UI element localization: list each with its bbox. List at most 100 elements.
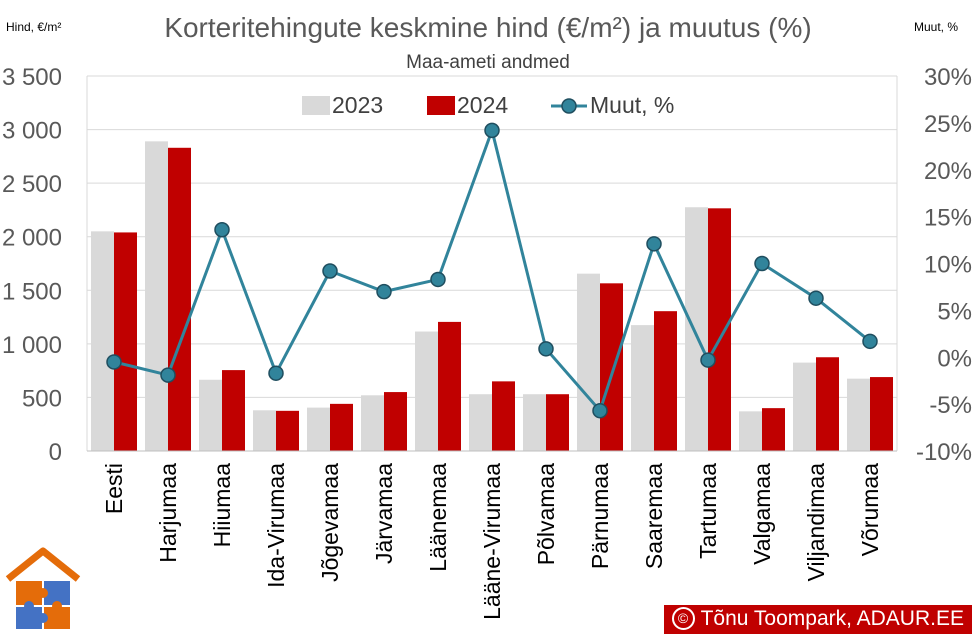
- x-tick-label: Viljandimaa: [803, 463, 829, 582]
- legend-swatch-2023: [302, 96, 330, 115]
- change-series-line: [113, 128, 871, 413]
- x-tick-label: Jõgevamaa: [317, 463, 343, 582]
- legend-label-2023: 2023: [332, 92, 384, 118]
- bar-2023: [91, 231, 114, 451]
- copyright-icon: ©: [671, 607, 695, 630]
- x-tick-label: Järvamaa: [371, 463, 397, 564]
- legend-change: Muut, %: [551, 92, 674, 119]
- credit-text: Tõnu Toompark, ADAUR.EE: [700, 607, 964, 630]
- bar-2024: [492, 381, 515, 451]
- x-tick-label: Hiiumaa: [209, 463, 235, 548]
- left-axis-label: Hind, €/m²: [6, 20, 62, 34]
- change-line: [106, 122, 878, 419]
- x-tick-label: Tartumaa: [695, 463, 721, 559]
- bar-2024: [546, 394, 569, 451]
- change-point: [160, 367, 176, 383]
- x-tick-label: Harjumaa: [155, 463, 181, 563]
- change-point: [214, 222, 230, 238]
- bar-2023: [361, 395, 384, 451]
- legend-marker-change: [551, 97, 587, 114]
- change-point: [376, 283, 392, 300]
- y-tick-label: 3 000: [2, 118, 62, 145]
- x-tick-label: Saaremaa: [641, 463, 667, 569]
- house-puzzle-logo: [5, 547, 81, 629]
- bar-2024: [384, 392, 407, 451]
- category-labels: Eesti Harjumaa Hiiumaa Ida-Virumaa Jõgevamaa…: [101, 463, 883, 620]
- right-axis-label: Muut, %: [913, 20, 958, 34]
- bar-2024: [654, 311, 677, 451]
- bar-2024: [870, 377, 893, 451]
- bar-2023: [415, 331, 438, 451]
- bar-2024: [276, 410, 299, 451]
- y2-tick-label: 0%: [937, 345, 972, 372]
- y2-tick-label: 10%: [924, 252, 972, 279]
- copyright-credit: © Tõnu Toompark, ADAUR.EE: [663, 605, 972, 634]
- right-axis-ticks: -10% -5% 0% 5% 10% 15% 20% 25% 30%: [916, 64, 972, 466]
- change-point: [322, 263, 338, 279]
- bar-2023: [307, 407, 330, 451]
- x-tick-label: Võrumaa: [857, 463, 883, 557]
- change-point: [862, 333, 878, 350]
- x-tick-label: Põlvamaa: [533, 463, 559, 565]
- bar-2024: [114, 232, 137, 451]
- change-point: [808, 290, 824, 306]
- bar-2024: [816, 357, 839, 451]
- legend-label-change: Muut, %: [590, 92, 675, 118]
- x-tick-label: Lääne-Virumaa: [479, 463, 505, 620]
- bars: [91, 141, 893, 452]
- y2-tick-label: 20%: [924, 158, 972, 185]
- y2-tick-label: 25%: [924, 111, 972, 138]
- bar-2023: [145, 141, 168, 451]
- bar-2023: [685, 207, 708, 451]
- change-point: [646, 236, 662, 252]
- bar-2024: [438, 321, 461, 451]
- bar-2024: [222, 370, 245, 451]
- change-point: [754, 255, 770, 272]
- chart-title: Korteritehingute keskmine hind (€/m²) ja…: [164, 12, 812, 43]
- y-tick-label: 500: [22, 385, 62, 412]
- y-tick-label: 1 000: [2, 332, 62, 359]
- bar-2024: [708, 208, 731, 451]
- bar-2023: [577, 273, 600, 451]
- change-point: [592, 402, 608, 419]
- change-point: [538, 341, 554, 357]
- bar-2023: [847, 378, 870, 451]
- change-point: [700, 352, 716, 368]
- x-tick-label: Valgamaa: [749, 463, 775, 565]
- legend-2024: 2024: [427, 92, 508, 119]
- y2-tick-label: 5%: [937, 298, 972, 325]
- y-tick-label: 2 000: [2, 225, 62, 252]
- y-tick-label: 2 500: [2, 171, 62, 198]
- bar-2023: [523, 394, 546, 451]
- y-tick-label: 3 500: [2, 64, 62, 91]
- legend-swatch-2024: [427, 96, 455, 115]
- bar-2024: [330, 403, 353, 451]
- change-point: [106, 354, 122, 370]
- left-axis-ticks: 0 500 1 000 1 500 2 000 2 500 3 000 3 500: [2, 64, 62, 466]
- bar-2023: [199, 379, 222, 451]
- change-point: [484, 122, 500, 139]
- y2-tick-label: 15%: [924, 205, 972, 232]
- y2-tick-label: -5%: [929, 392, 972, 419]
- bar-2023: [469, 394, 492, 451]
- bar-2024: [168, 147, 191, 452]
- y2-tick-label: 30%: [924, 64, 972, 91]
- bar-2024: [762, 408, 785, 451]
- axes: [86, 76, 898, 452]
- y-tick-label: 1 500: [2, 278, 62, 305]
- x-tick-label: Ida-Virumaa: [263, 463, 289, 588]
- x-tick-label: Läänemaa: [425, 463, 451, 572]
- bar-2023: [253, 410, 276, 451]
- bar-2024: [600, 283, 623, 451]
- y-tick-label: 0: [49, 439, 62, 466]
- bar-2023: [631, 325, 654, 451]
- x-tick-label: Pärnumaa: [587, 463, 613, 569]
- change-point: [268, 365, 284, 381]
- legend-label-2024: 2024: [457, 92, 509, 118]
- legend-2023: 2023: [302, 92, 383, 119]
- chart-subtitle: Maa-ameti andmed: [406, 52, 570, 73]
- y2-tick-label: -10%: [916, 439, 972, 466]
- bar-2023: [739, 411, 762, 451]
- change-point: [430, 271, 446, 288]
